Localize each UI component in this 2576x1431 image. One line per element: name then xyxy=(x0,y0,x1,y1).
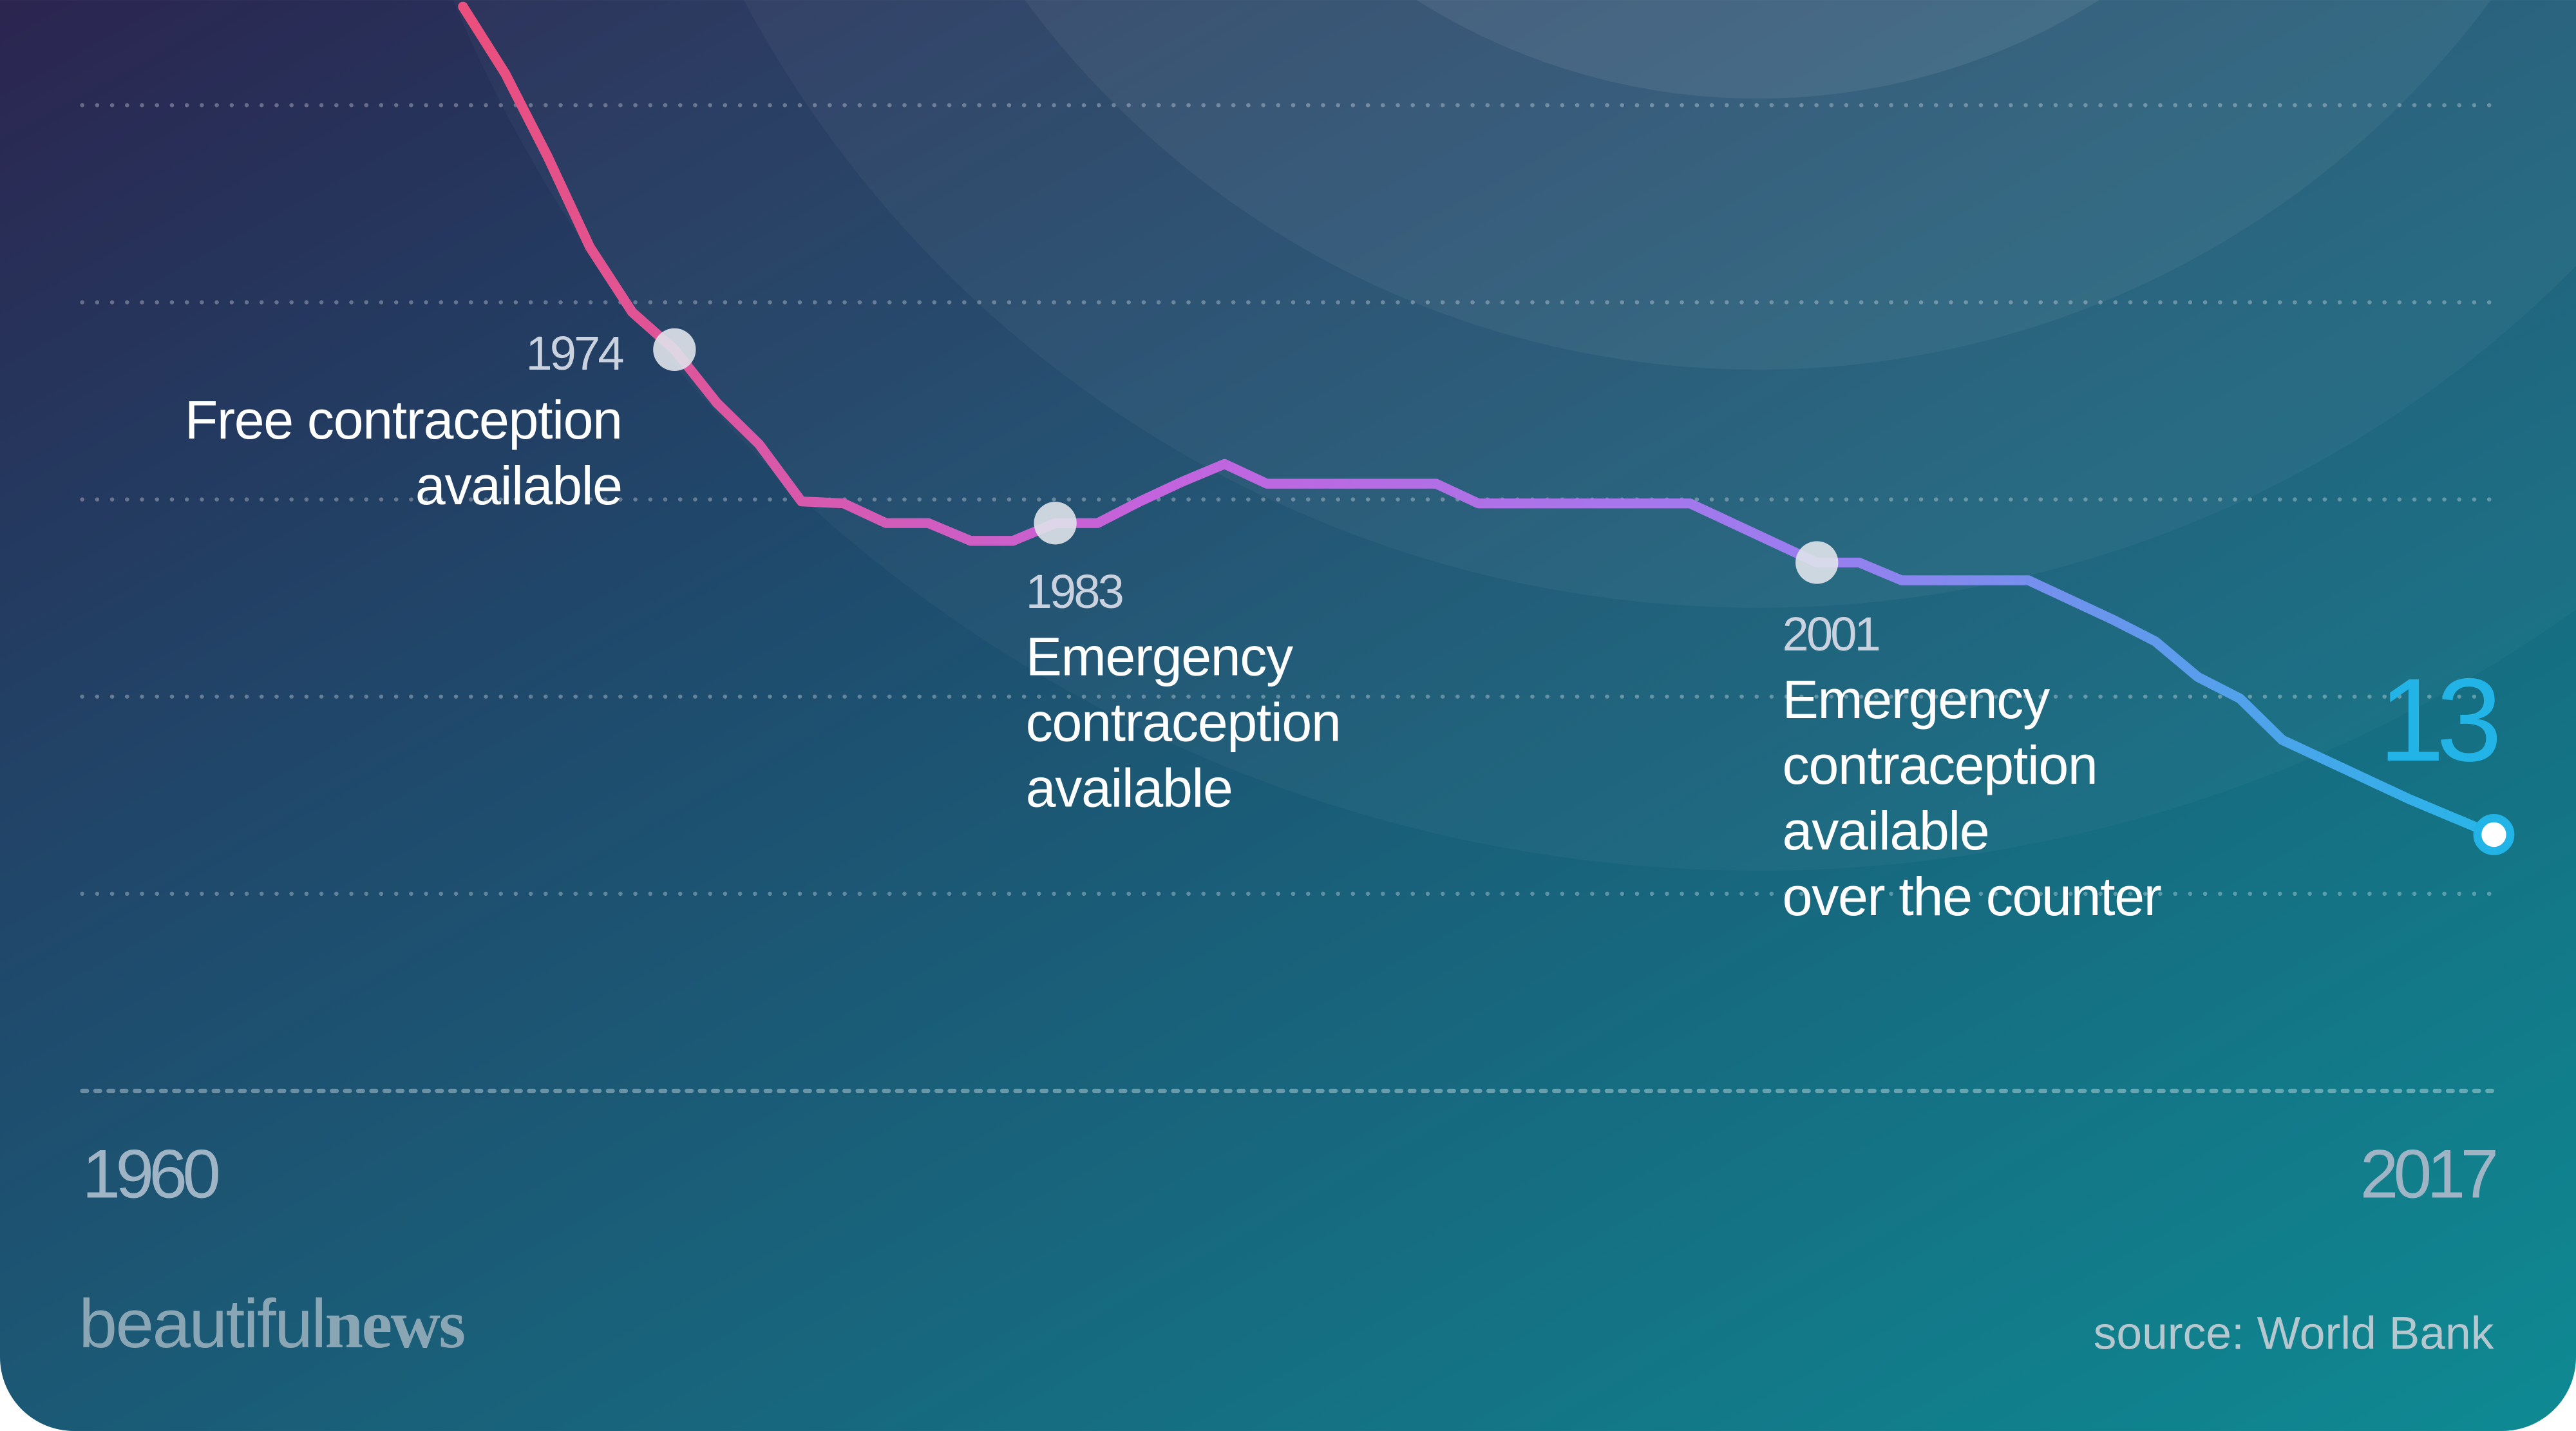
end-label: 13 xyxy=(2379,654,2497,786)
annotation-text: over the counter xyxy=(1783,866,2161,927)
annotation-text: available xyxy=(415,455,622,516)
annotation-text: contraception xyxy=(1026,692,1341,753)
x-tick-label: 1960 xyxy=(82,1135,219,1213)
annotation-year: 1974 xyxy=(526,327,623,380)
annotation-dot xyxy=(1795,541,1839,584)
annotation-text: available xyxy=(1783,801,1989,861)
grid xyxy=(80,103,2496,1094)
annotation-year: 1983 xyxy=(1026,565,1122,618)
annotation-text: Emergency xyxy=(1783,669,2050,730)
data-line xyxy=(458,1,2499,840)
source: source: World Bank xyxy=(2094,1307,2494,1359)
end-dot xyxy=(2473,814,2515,855)
annotation-dot xyxy=(1034,502,1077,545)
annotation-year: 2001 xyxy=(1783,607,1879,661)
annotation-text: contraception xyxy=(1783,735,2098,795)
logo-light: beautiful xyxy=(79,1285,325,1362)
annotation-text: Free contraception xyxy=(185,390,622,450)
annotation-dot xyxy=(653,328,696,372)
logo: beautifulnews xyxy=(79,1285,464,1363)
decor-circles xyxy=(607,0,2576,608)
plot xyxy=(458,1,2515,855)
logo-bold: news xyxy=(325,1287,465,1363)
x-tick-label: 2017 xyxy=(2360,1135,2496,1213)
decor-circle xyxy=(607,0,2576,608)
annotation-text: available xyxy=(1026,758,1233,819)
annotation-text: Emergency xyxy=(1026,626,1293,687)
